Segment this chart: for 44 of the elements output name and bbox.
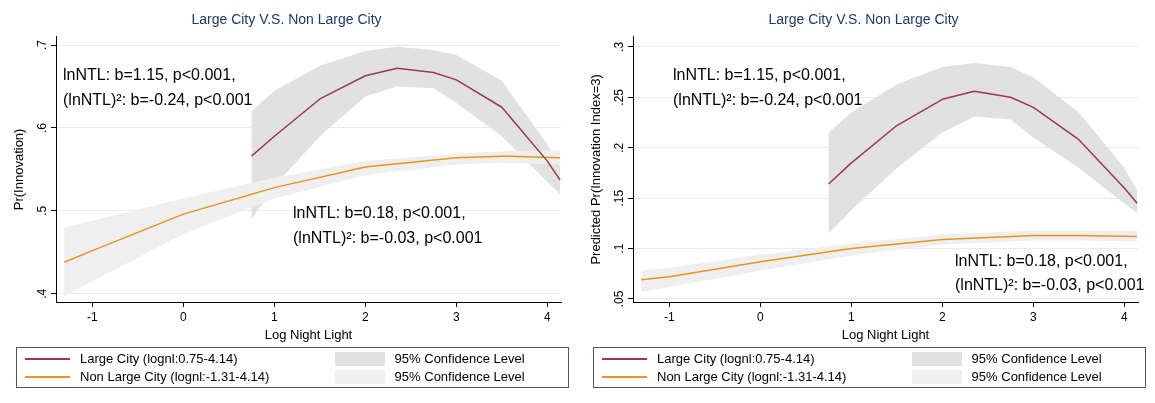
x-tick-label: -1: [664, 309, 676, 324]
x-tick-label: 4: [1121, 309, 1129, 324]
x-tick-label: 0: [757, 309, 765, 324]
annotation: lnNTL: b=1.15, p<0.001,: [63, 66, 236, 84]
y-axis-title: Pr(Innovation): [11, 128, 27, 211]
x-tick-label: 1: [848, 309, 856, 324]
y-tick-label: .7: [35, 39, 50, 51]
annotation: lnNTL: b=0.18, p<0.001,: [955, 252, 1128, 270]
y-axis-title: Predicted Pr(Innovation Index=3): [588, 74, 604, 265]
x-tick-label: 1: [271, 309, 279, 324]
annotation: (lnNTL)²: b=-0.24, p<0.001: [673, 91, 863, 109]
legend-label: Large City (lognl:0.75-4.14): [80, 351, 238, 366]
chart-title: Large City V.S. Non Large City: [191, 11, 382, 28]
x-tick-label: 2: [939, 309, 947, 324]
y-tick-label: .25: [612, 88, 627, 106]
y-tick-label: .6: [35, 122, 50, 133]
y-tick-label: .2: [612, 142, 627, 153]
annotation: (lnNTL)²: b=-0.03, p<0.001: [293, 229, 483, 247]
x-tick-label: -1: [87, 309, 99, 324]
x-tick-label: 0: [180, 309, 188, 324]
y-tick-label: .5: [35, 205, 50, 216]
x-axis-title: Log Night Light: [264, 326, 353, 342]
text: 95% Confidence Level: [971, 351, 1102, 366]
x-tick-label: 3: [1030, 309, 1038, 324]
legend-label: Non Large City (lognl:-1.31-4.14): [657, 369, 847, 384]
y-tick-label: .15: [612, 189, 627, 207]
text: 95% Confidence Level: [971, 369, 1102, 384]
text: 95% Confidence Level: [394, 369, 525, 384]
y-tick-label: .3: [612, 41, 627, 52]
legend-label: Non Large City (lognl:-1.31-4.14): [80, 369, 270, 384]
y-tick-label: .05: [612, 290, 627, 308]
legend-label: Large City (lognl:0.75-4.14): [657, 351, 815, 366]
x-tick-label: 3: [453, 309, 461, 324]
annotation: lnNTL: b=1.15, p<0.001,: [673, 66, 846, 84]
y-tick-label: .4: [35, 288, 50, 299]
text: 95% Confidence Level: [394, 351, 525, 366]
annotation: (lnNTL)²: b=-0.24, p<0.001: [63, 91, 253, 109]
y-tick-label: .1: [612, 243, 627, 254]
x-tick-label: 2: [362, 309, 370, 324]
x-tick-label: 4: [544, 309, 552, 324]
chart-title: Large City V.S. Non Large City: [768, 11, 959, 28]
annotation: lnNTL: b=0.18, p<0.001,: [293, 204, 466, 222]
x-axis-title: Log Night Light: [841, 326, 930, 342]
annotation: (lnNTL)²: b=-0.03, p<0.001: [955, 276, 1145, 294]
